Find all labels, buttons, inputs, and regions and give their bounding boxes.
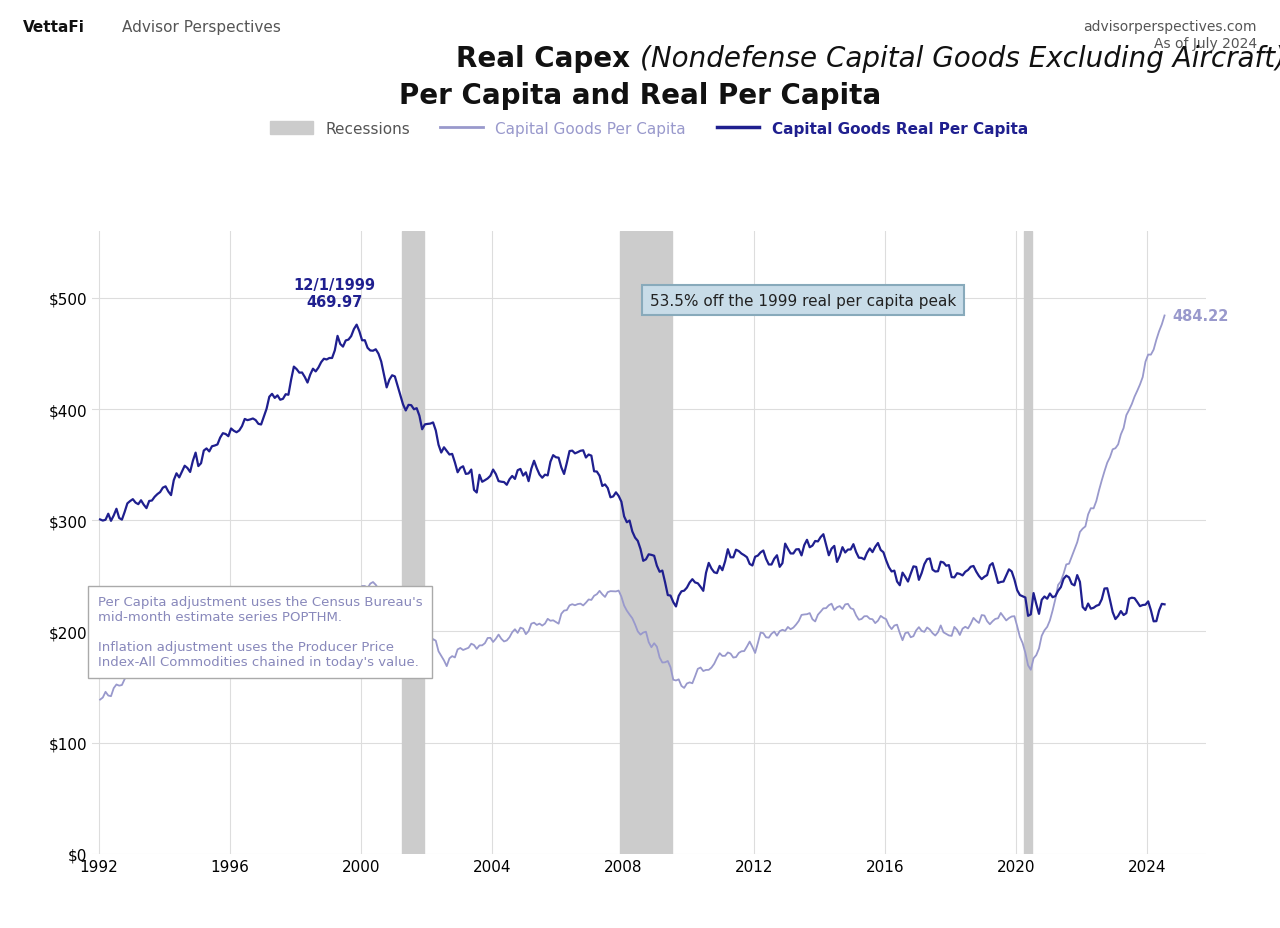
Text: VettaFi: VettaFi xyxy=(23,20,84,35)
Text: Per Capita adjustment uses the Census Bureau's
mid-month estimate series POPTHM.: Per Capita adjustment uses the Census Bu… xyxy=(97,596,422,669)
Bar xyxy=(1024,232,1032,854)
Text: Advisor Perspectives: Advisor Perspectives xyxy=(122,20,280,35)
Text: Real Capex: Real Capex xyxy=(457,45,640,72)
Bar xyxy=(402,232,424,854)
Text: Per Capita and Real Per Capita: Per Capita and Real Per Capita xyxy=(399,82,881,110)
Text: (Nondefense Capital Goods Excluding Aircraft): (Nondefense Capital Goods Excluding Airc… xyxy=(640,45,1280,72)
Text: 53.5% off the 1999 real per capita peak: 53.5% off the 1999 real per capita peak xyxy=(650,293,956,308)
Text: advisorperspectives.com
As of July 2024: advisorperspectives.com As of July 2024 xyxy=(1083,20,1257,51)
Text: 12/1/1999
469.97: 12/1/1999 469.97 xyxy=(293,277,375,310)
Legend: Recessions, Capital Goods Per Capita, Capital Goods Real Per Capita: Recessions, Capital Goods Per Capita, Ca… xyxy=(264,115,1034,143)
Text: 484.22: 484.22 xyxy=(1172,309,1229,324)
Bar xyxy=(620,232,672,854)
